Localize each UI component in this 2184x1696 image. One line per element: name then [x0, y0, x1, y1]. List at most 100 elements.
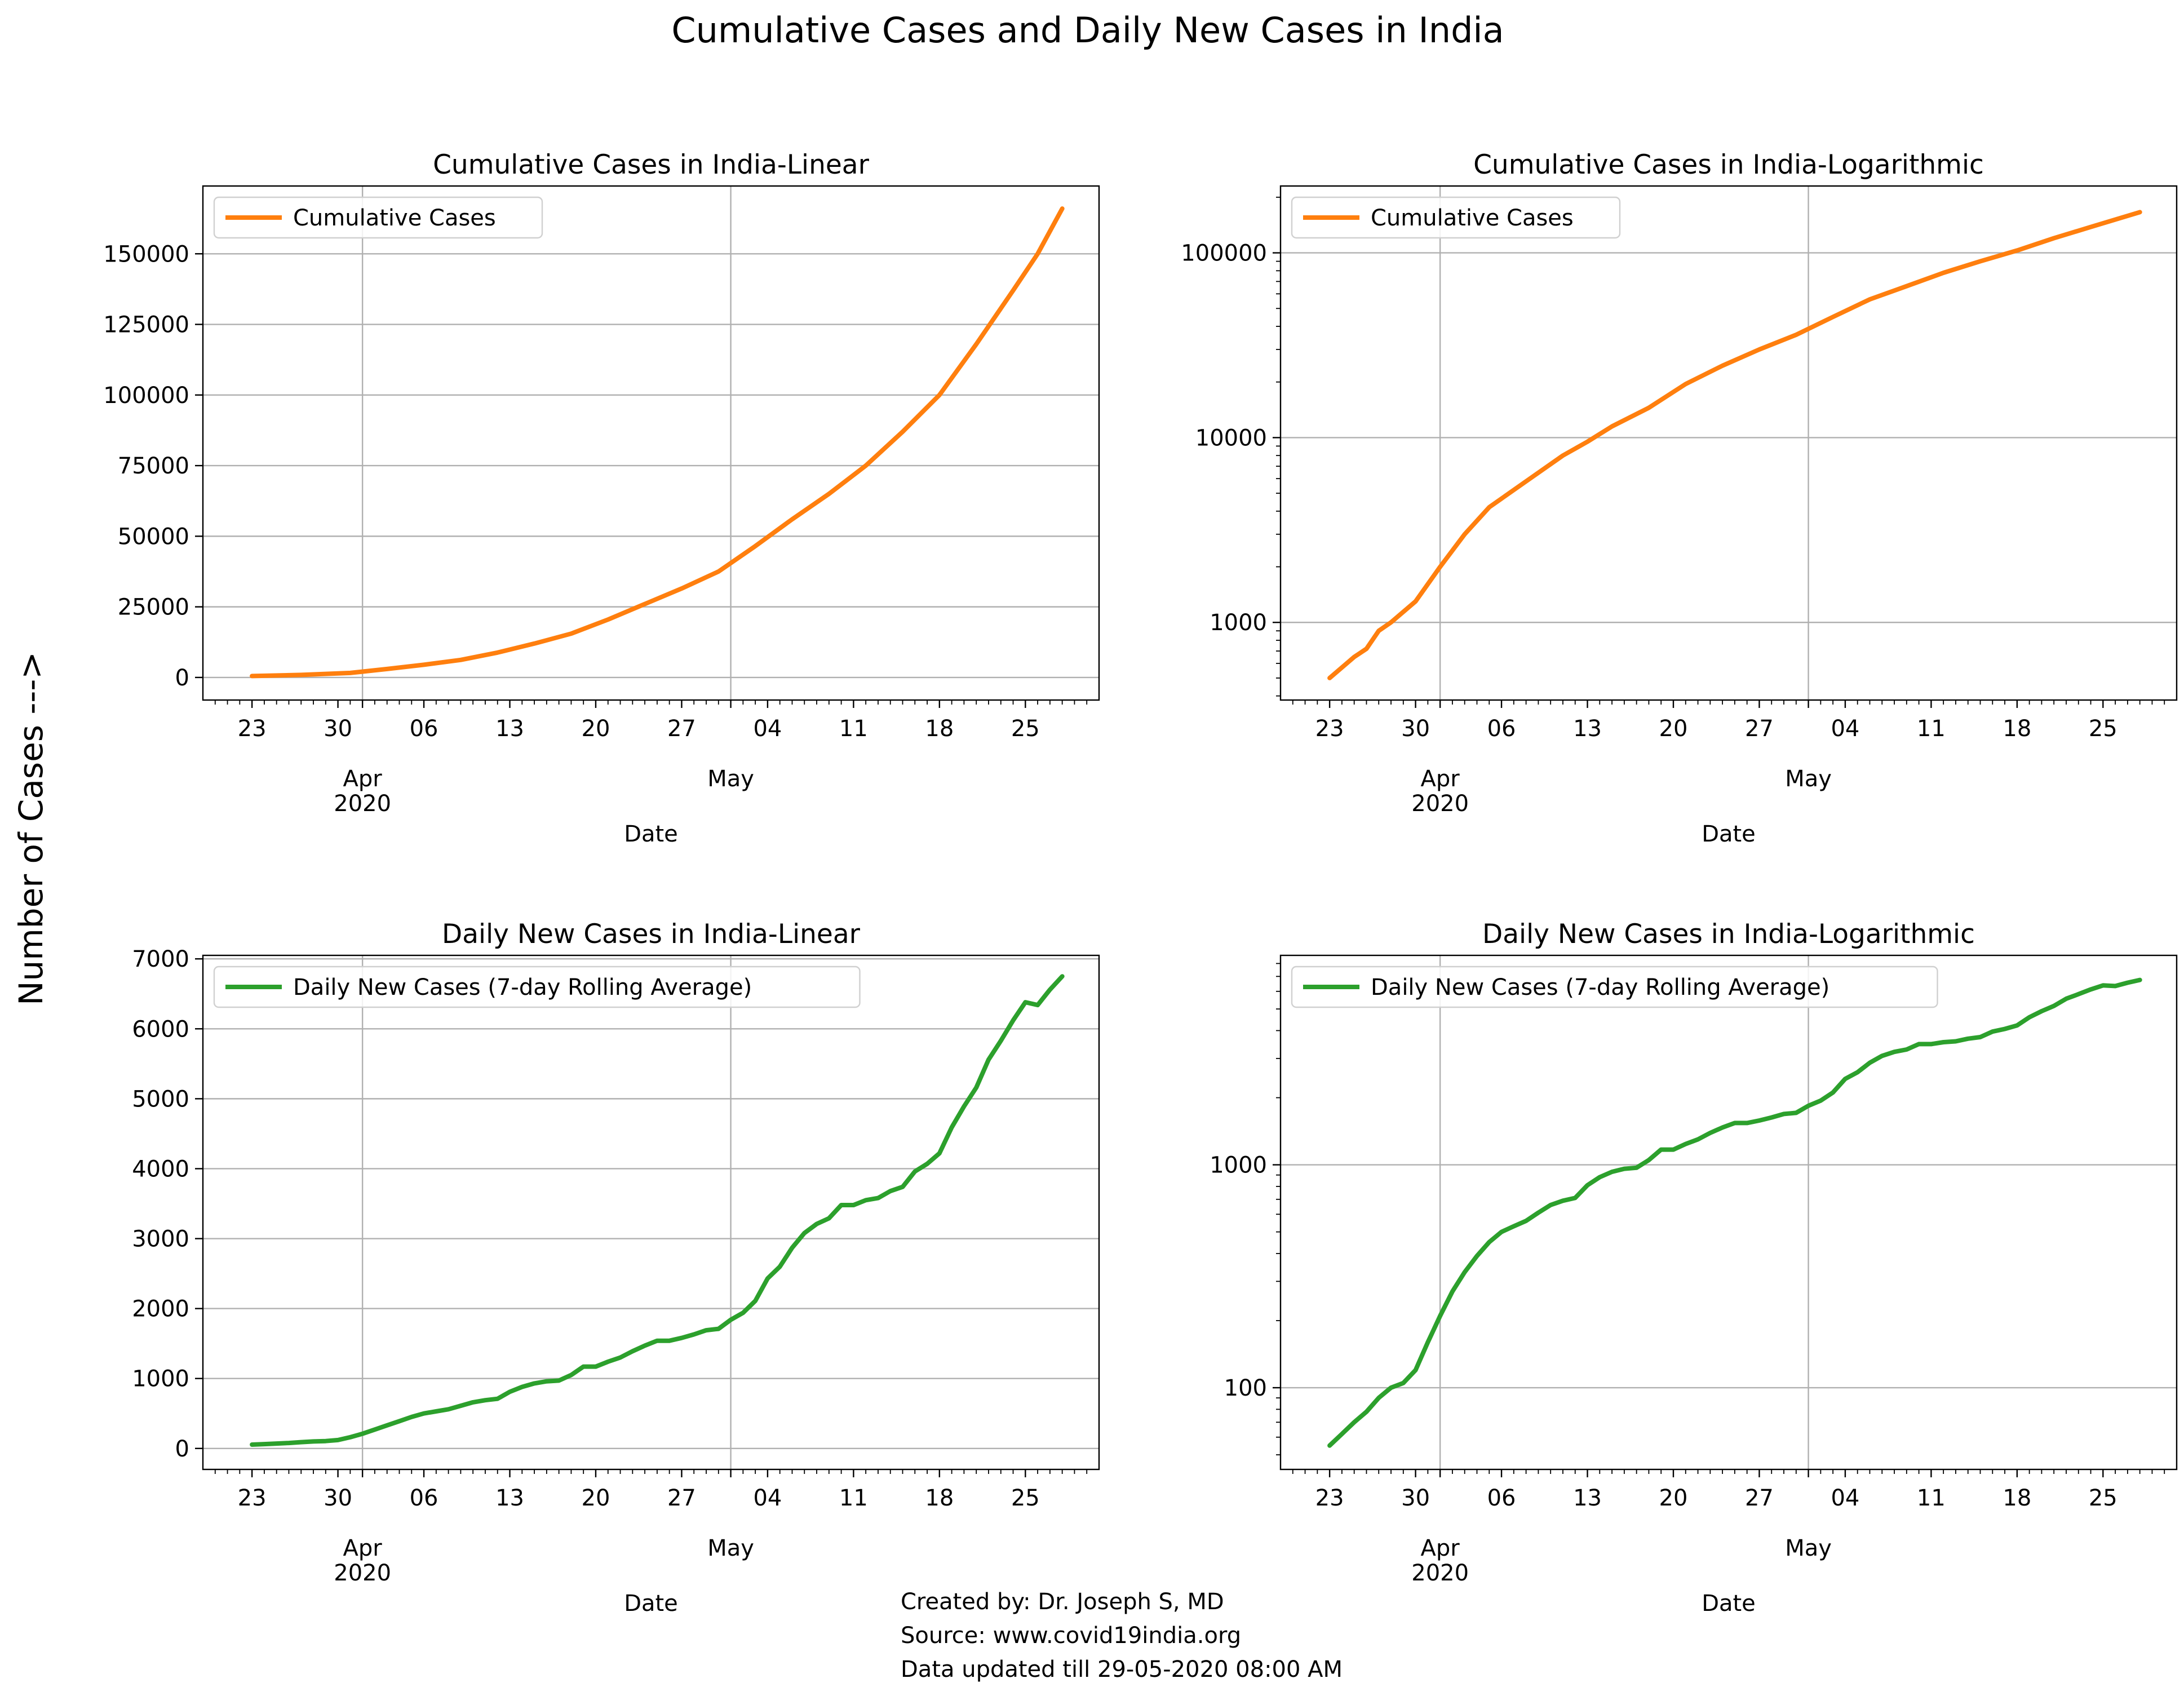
credit-source: Source: www.covid19india.org: [901, 1623, 1241, 1649]
x-tick-label: 27: [1745, 1485, 1774, 1511]
x-axis-label: Date: [624, 821, 678, 847]
panel-title: Cumulative Cases in India-Linear: [433, 149, 869, 180]
x-year-label: 2020: [1411, 1560, 1469, 1586]
y-tick-label: 100: [1224, 1375, 1267, 1401]
chart-panel-1: Cumulative Cases in India-Linear 0 25000 50…: [103, 149, 1100, 847]
x-tick-label: 13: [495, 716, 524, 742]
x-month-label: Apr: [1421, 1535, 1460, 1561]
legend-label: Daily New Cases (7-day Rolling Average): [1371, 975, 1829, 1000]
x-tick-label: 04: [1831, 716, 1859, 742]
legend-label: Cumulative Cases: [1371, 205, 1574, 231]
legend: Cumulative Cases: [1291, 196, 1621, 239]
x-year-label: 2020: [334, 1560, 391, 1586]
panel-title: Daily New Cases in India-Logarithmic: [1482, 919, 1975, 950]
y-tick-label: 10000: [1195, 425, 1267, 451]
x-year-label: 2020: [334, 791, 391, 817]
x-month-label: Apr: [343, 766, 383, 792]
x-month-label: May: [707, 1535, 754, 1561]
credit-author: Created by: Dr. Joseph S, MD: [901, 1589, 1224, 1615]
y-tick-label: 4000: [132, 1156, 189, 1182]
x-axis-label: Date: [1702, 821, 1756, 847]
axes-frame: [202, 954, 1100, 1471]
legend: Cumulative Cases: [213, 196, 543, 239]
y-tick-label: 50000: [118, 524, 189, 550]
x-tick-label: 04: [753, 716, 782, 742]
x-year-label: 2020: [1411, 791, 1469, 817]
x-axis-label: Date: [624, 1591, 678, 1617]
x-tick-label: 30: [324, 716, 352, 742]
y-tick-label: 0: [175, 665, 189, 691]
x-tick-label: 23: [1315, 716, 1344, 742]
x-month-label: Apr: [343, 1535, 383, 1561]
x-tick-label: 23: [238, 1485, 267, 1511]
x-tick-label: 25: [2089, 716, 2117, 742]
x-tick-label: 13: [1573, 1485, 1602, 1511]
series-line: [1327, 210, 2142, 680]
x-tick-label: 30: [1401, 1485, 1430, 1511]
legend: Daily New Cases (7-day Rolling Average): [213, 966, 861, 1008]
axes-frame: [1279, 954, 2178, 1471]
x-tick-label: 25: [2089, 1485, 2117, 1511]
legend-box: [1291, 196, 1621, 239]
x-axis-label: Date: [1702, 1591, 1756, 1617]
x-tick-label: 30: [324, 1485, 352, 1511]
x-month-label: Apr: [1421, 766, 1460, 792]
x-tick-label: 25: [1011, 716, 1040, 742]
y-tick-label: 2000: [132, 1296, 189, 1322]
y-tick-label: 150000: [103, 241, 189, 267]
y-tick-label: 100000: [1181, 241, 1267, 267]
chart-panel-2: Cumulative Cases in India-Logarithmic 100…: [1181, 149, 2178, 847]
panel-title: Cumulative Cases in India-Logarithmic: [1473, 149, 1984, 180]
legend-label: Daily New Cases (7-day Rolling Average): [293, 975, 752, 1000]
x-tick-label: 11: [1917, 716, 1946, 742]
panel-title: Daily New Cases in India-Linear: [442, 919, 861, 950]
x-tick-label: 20: [1659, 716, 1688, 742]
y-tick-label: 0: [175, 1436, 189, 1462]
series-line: [250, 206, 1065, 679]
y-tick-label: 1000: [132, 1366, 189, 1392]
legend-box: [213, 966, 861, 1008]
x-tick-label: 30: [1401, 716, 1430, 742]
x-tick-label: 20: [582, 1485, 610, 1511]
y-tick-label: 6000: [132, 1016, 189, 1042]
x-tick-label: 23: [238, 716, 267, 742]
figure-title: Cumulative Cases and Daily New Cases in …: [671, 10, 1504, 51]
x-tick-label: 25: [1011, 1485, 1040, 1511]
y-tick-label: 3000: [132, 1226, 189, 1252]
x-tick-label: 06: [410, 716, 438, 742]
x-tick-label: 06: [1487, 1485, 1516, 1511]
x-tick-label: 20: [1659, 1485, 1688, 1511]
x-tick-label: 04: [753, 1485, 782, 1511]
x-tick-label: 04: [1831, 1485, 1859, 1511]
y-tick-label: 1000: [1210, 1153, 1267, 1179]
x-tick-label: 06: [1487, 716, 1516, 742]
series-line: [1327, 977, 2142, 1448]
panels: Cumulative Cases in India-Linear 0 25000 50…: [103, 149, 2178, 1617]
y-tick-label: 25000: [118, 595, 189, 621]
x-tick-label: 18: [925, 1485, 954, 1511]
x-tick-label: 20: [582, 716, 610, 742]
x-tick-label: 11: [839, 716, 868, 742]
x-tick-label: 11: [839, 1485, 868, 1511]
x-tick-label: 18: [925, 716, 954, 742]
legend-box: [1291, 966, 1938, 1008]
chart-panel-4: Daily New Cases in India-Logarithmic 100 1…: [1210, 919, 2178, 1617]
x-tick-label: 27: [1745, 716, 1774, 742]
x-tick-label: 18: [2003, 716, 2031, 742]
legend-box: [213, 196, 543, 239]
x-tick-label: 11: [1917, 1485, 1946, 1511]
legend: Daily New Cases (7-day Rolling Average): [1291, 966, 1938, 1008]
y-tick-label: 5000: [132, 1086, 189, 1112]
x-month-label: May: [1785, 1535, 1832, 1561]
x-tick-label: 13: [495, 1485, 524, 1511]
x-tick-label: 27: [667, 1485, 696, 1511]
x-tick-label: 13: [1573, 716, 1602, 742]
series-line: [250, 974, 1065, 1447]
x-tick-label: 27: [667, 716, 696, 742]
y-tick-label: 75000: [118, 453, 189, 479]
y-tick-label: 125000: [103, 312, 189, 338]
figure-y-label: Number of Cases --->: [12, 652, 50, 1006]
chart-panel-3: Daily New Cases in India-Linear 0 1000 2000…: [132, 919, 1100, 1617]
x-tick-label: 23: [1315, 1485, 1344, 1511]
